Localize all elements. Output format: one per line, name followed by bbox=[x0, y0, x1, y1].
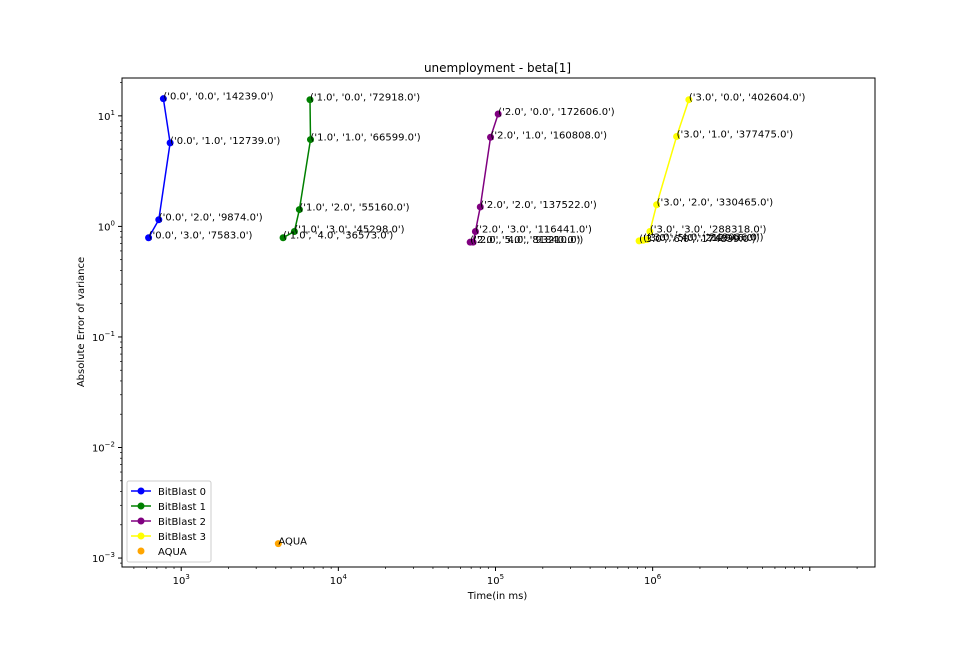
data-label-bitblast-3: ('3.0', '5.0', '212946.0') bbox=[643, 233, 760, 244]
data-label-bitblast-0: ('0.0', '0.0', '14239.0') bbox=[163, 92, 273, 103]
legend-marker-bitblast-0 bbox=[137, 487, 145, 495]
y-tick-label: 10−3 bbox=[92, 551, 115, 565]
x-tick-label: 105 bbox=[487, 573, 504, 587]
axes-frame bbox=[121, 77, 876, 568]
legend-box bbox=[126, 480, 212, 563]
data-point-bitblast-2 bbox=[487, 133, 495, 141]
data-label-bitblast-3: ('3.0', '6.0', '174839.0') bbox=[639, 234, 756, 245]
data-label-bitblast-3: ('3.0', '4.0', '249036.0') bbox=[647, 233, 764, 244]
data-point-bitblast-2 bbox=[476, 203, 484, 211]
data-label-bitblast-1: ('1.0', '4.0', '36573.0') bbox=[283, 231, 393, 242]
data-point-bitblast-3 bbox=[635, 237, 643, 245]
x-axis: 103 104 105 106 bbox=[133, 567, 858, 587]
legend-marker-aqua bbox=[137, 547, 145, 555]
legend-label-bitblast-3: BitBlast 3 bbox=[158, 532, 206, 543]
data-point-bitblast-1 bbox=[295, 206, 303, 214]
y-tick-label: 10−2 bbox=[92, 441, 115, 455]
data-point-bitblast-3 bbox=[673, 133, 681, 141]
data-point-bitblast-0 bbox=[155, 216, 163, 224]
plot-area: ('0.0', '0.0', '14239.0') ('0.0', '1.0', … bbox=[145, 92, 805, 548]
data-point-bitblast-0 bbox=[159, 95, 167, 103]
data-label-bitblast-3: ('3.0', '0.0', '402604.0') bbox=[689, 93, 806, 104]
data-point-bitblast-0 bbox=[166, 139, 174, 147]
series-line-bitblast-0 bbox=[147, 98, 171, 239]
data-label-bitblast-2: ('2.0', '5.0', '81840.0') bbox=[470, 235, 580, 246]
data-label-bitblast-3: ('3.0', '2.0', '330465.0') bbox=[657, 198, 774, 209]
data-point-bitblast-1 bbox=[307, 136, 315, 144]
data-label-bitblast-1: ('1.0', '0.0', '72918.0') bbox=[310, 93, 420, 104]
data-point-bitblast-3 bbox=[646, 227, 654, 235]
data-label-bitblast-2: ('2.0', '3.0', '116441.0') bbox=[475, 224, 592, 235]
data-label-bitblast-1: ('1.0', '3.0', '45298.0') bbox=[294, 224, 404, 235]
data-point-bitblast-2 bbox=[494, 110, 502, 118]
data-point-bitblast-2 bbox=[466, 238, 474, 246]
y-tick-label: 10−1 bbox=[92, 330, 115, 344]
data-point-bitblast-1 bbox=[279, 234, 287, 242]
legend-label-aqua: AQUA bbox=[158, 547, 187, 558]
y-tick-label: 101 bbox=[98, 109, 115, 123]
data-label-bitblast-1: ('1.0', '1.0', '66599.0') bbox=[311, 133, 421, 144]
data-point-bitblast-1 bbox=[306, 96, 314, 104]
legend-label-bitblast-1: BitBlast 1 bbox=[158, 502, 206, 513]
data-label-bitblast-2: ('2.0', '4.0', '93210.0') bbox=[473, 235, 583, 246]
x-tick-label: 103 bbox=[173, 573, 190, 587]
y-axis-label: Absolute Error of variance bbox=[76, 257, 87, 387]
data-point-bitblast-2 bbox=[471, 227, 479, 235]
data-label-bitblast-2: ('2.0', '2.0', '137522.0') bbox=[480, 200, 597, 211]
x-tick-label: 106 bbox=[644, 573, 662, 587]
data-label-bitblast-0: ('0.0', '3.0', '7583.0') bbox=[149, 231, 253, 242]
x-tick-label: 104 bbox=[330, 573, 348, 587]
data-label-bitblast-3: ('3.0', '3.0', '288318.0') bbox=[650, 224, 767, 235]
y-axis: 10−3 10−2 10−1 100 101 bbox=[92, 82, 122, 565]
legend-label-bitblast-2: BitBlast 2 bbox=[158, 517, 206, 528]
data-label-aqua: AQUA bbox=[278, 537, 307, 548]
legend-marker-bitblast-3 bbox=[137, 532, 145, 540]
data-point-bitblast-3 bbox=[653, 201, 661, 209]
legend-marker-bitblast-1 bbox=[137, 502, 145, 510]
y-tick-label: 100 bbox=[98, 219, 115, 233]
data-point-bitblast-1 bbox=[290, 227, 298, 235]
legend-label-bitblast-0: BitBlast 0 bbox=[158, 487, 206, 498]
data-label-bitblast-0: ('0.0', '1.0', '12739.0') bbox=[170, 136, 280, 147]
data-label-bitblast-2: ('2.0', '1.0', '160808.0') bbox=[491, 130, 608, 141]
data-label-bitblast-3: ('3.0', '1.0', '377475.0') bbox=[677, 130, 794, 141]
data-point-bitblast-0 bbox=[145, 234, 153, 242]
data-point-bitblast-3 bbox=[685, 96, 693, 104]
data-label-bitblast-2: ('2.0', '0.0', '172606.0') bbox=[498, 107, 615, 118]
x-axis-label: Time(in ms) bbox=[467, 591, 528, 602]
data-point-aqua bbox=[274, 540, 282, 548]
data-label-bitblast-1: ('1.0', '2.0', '55160.0') bbox=[299, 203, 409, 214]
chart-title: unemployment - beta[1] bbox=[424, 61, 571, 75]
legend: BitBlast 0 BitBlast 1 BitBlast 2 BitBlast 3… bbox=[126, 480, 212, 563]
data-label-bitblast-0: ('0.0', '2.0', '9874.0') bbox=[159, 213, 263, 224]
legend-marker-bitblast-2 bbox=[137, 517, 145, 525]
